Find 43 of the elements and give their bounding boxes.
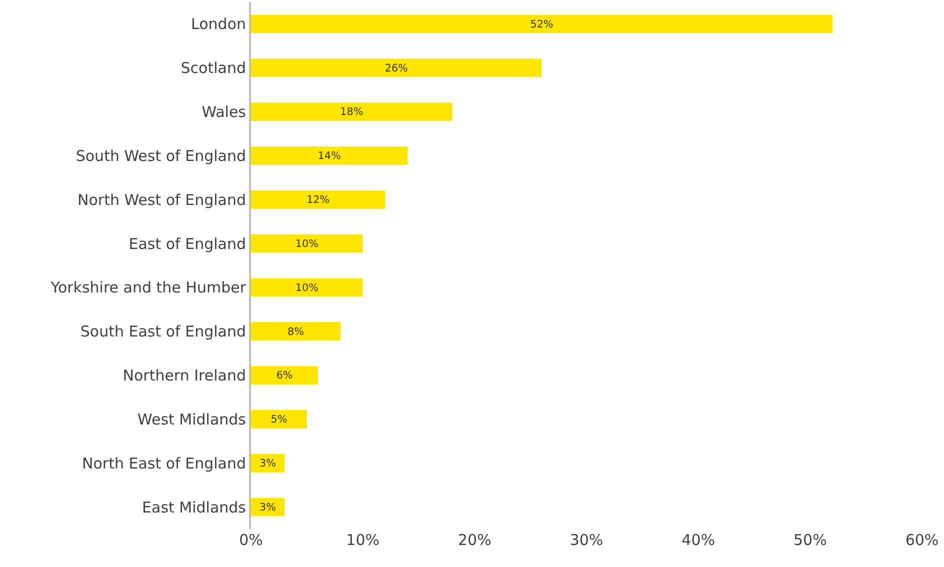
y-tick-label: East Midlands: [142, 498, 246, 516]
data-label: 3%: [260, 458, 276, 470]
bar: [251, 454, 285, 472]
data-label: 18%: [340, 106, 364, 118]
data-label: 52%: [530, 18, 554, 30]
x-tick-label: 50%: [794, 531, 827, 549]
y-tick-label: Northern Ireland: [122, 366, 246, 385]
y-tick-label: Scotland: [180, 59, 246, 78]
y-tick-label: East of England: [128, 234, 246, 253]
bar: [251, 190, 386, 209]
data-label: 6%: [276, 370, 293, 382]
bar: [251, 14, 833, 34]
y-tick-label: West Midlands: [138, 410, 246, 428]
bar: [251, 410, 307, 428]
bar: [251, 366, 318, 385]
data-label: 8%: [288, 326, 304, 338]
data-label: 10%: [295, 238, 319, 250]
data-label: 5%: [270, 414, 288, 426]
data-label: 14%: [318, 150, 341, 162]
y-tick-label: Wales: [202, 103, 246, 122]
bar: [251, 322, 340, 341]
y-tick-label: North East of England: [82, 454, 246, 472]
x-tick-label: 30%: [570, 531, 604, 549]
data-label: 10%: [295, 282, 319, 294]
bar: [251, 278, 363, 297]
data-label: 12%: [306, 194, 330, 206]
bar: [251, 146, 408, 165]
y-tick-label: London: [191, 15, 246, 34]
x-tick-label: 40%: [682, 531, 715, 549]
bar: [251, 58, 542, 78]
bar: [251, 102, 452, 122]
bar: [251, 234, 363, 253]
bar: [251, 498, 285, 516]
data-label: 26%: [384, 62, 408, 74]
y-tick-label: South West of England: [76, 146, 246, 165]
y-tick-label: Yorkshire and the Humber: [50, 278, 247, 297]
x-tick-label: 0%: [239, 531, 263, 549]
y-tick-label: North West of England: [78, 190, 246, 209]
y-tick-label: South East of England: [80, 322, 246, 341]
x-tick-label: 20%: [458, 531, 492, 549]
x-tick-label: 10%: [346, 531, 380, 549]
data-label: 3%: [260, 501, 276, 514]
x-tick-label: 60%: [905, 531, 939, 549]
